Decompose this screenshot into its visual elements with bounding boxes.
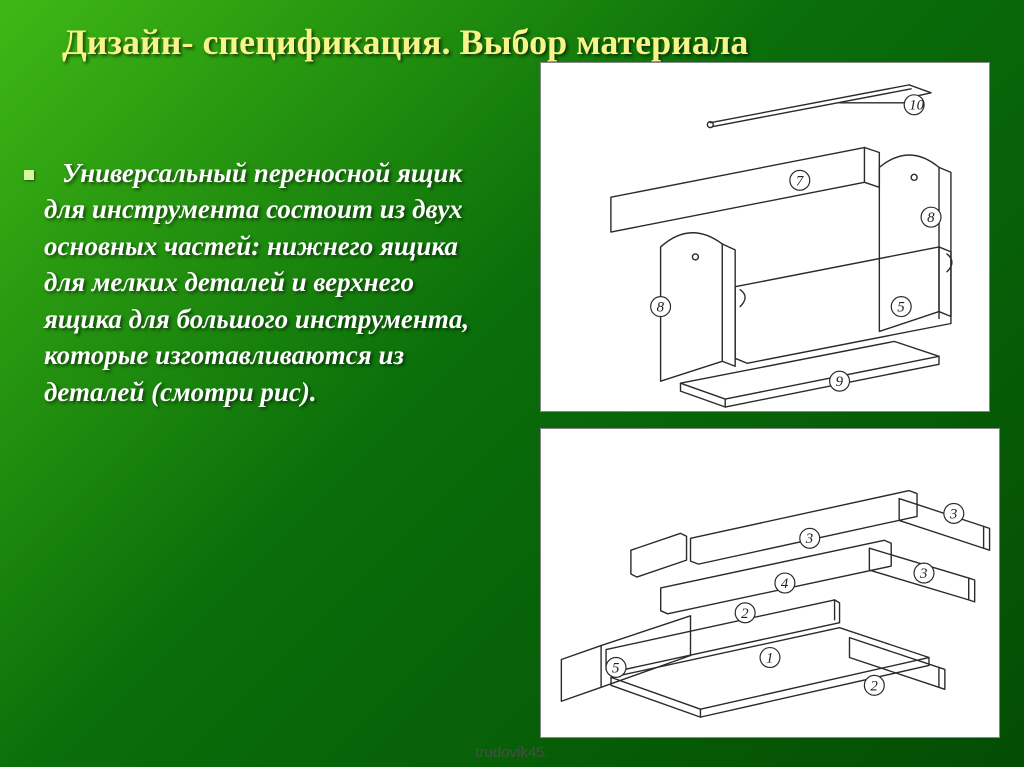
- svg-text:3: 3: [949, 506, 957, 522]
- svg-text:1: 1: [766, 650, 773, 666]
- footer-text: trudovik45.: [0, 744, 1024, 761]
- bullet-marker: [24, 170, 34, 180]
- diagram-upper-box: 10 7 8 8 5: [540, 62, 990, 412]
- slide-title: Дизайн- спецификация. Выбор материала: [62, 18, 984, 67]
- slide-background: Дизайн- спецификация. Выбор материала Ун…: [0, 0, 1024, 767]
- svg-text:5: 5: [897, 300, 905, 316]
- svg-text:10: 10: [909, 98, 924, 114]
- svg-text:2: 2: [741, 606, 749, 622]
- svg-text:3: 3: [919, 566, 927, 582]
- svg-text:5: 5: [612, 660, 619, 676]
- svg-text:7: 7: [796, 173, 804, 189]
- svg-text:9: 9: [836, 374, 844, 390]
- svg-text:3: 3: [805, 531, 813, 547]
- svg-text:4: 4: [781, 576, 789, 592]
- svg-text:8: 8: [657, 300, 665, 316]
- svg-text:2: 2: [870, 678, 878, 694]
- diagram-lower-box: 1 2 2 5 4 3 3 3: [540, 428, 1000, 738]
- svg-text:8: 8: [927, 210, 935, 226]
- slide-body-text: Универсальный переносной ящик для инстру…: [44, 155, 474, 410]
